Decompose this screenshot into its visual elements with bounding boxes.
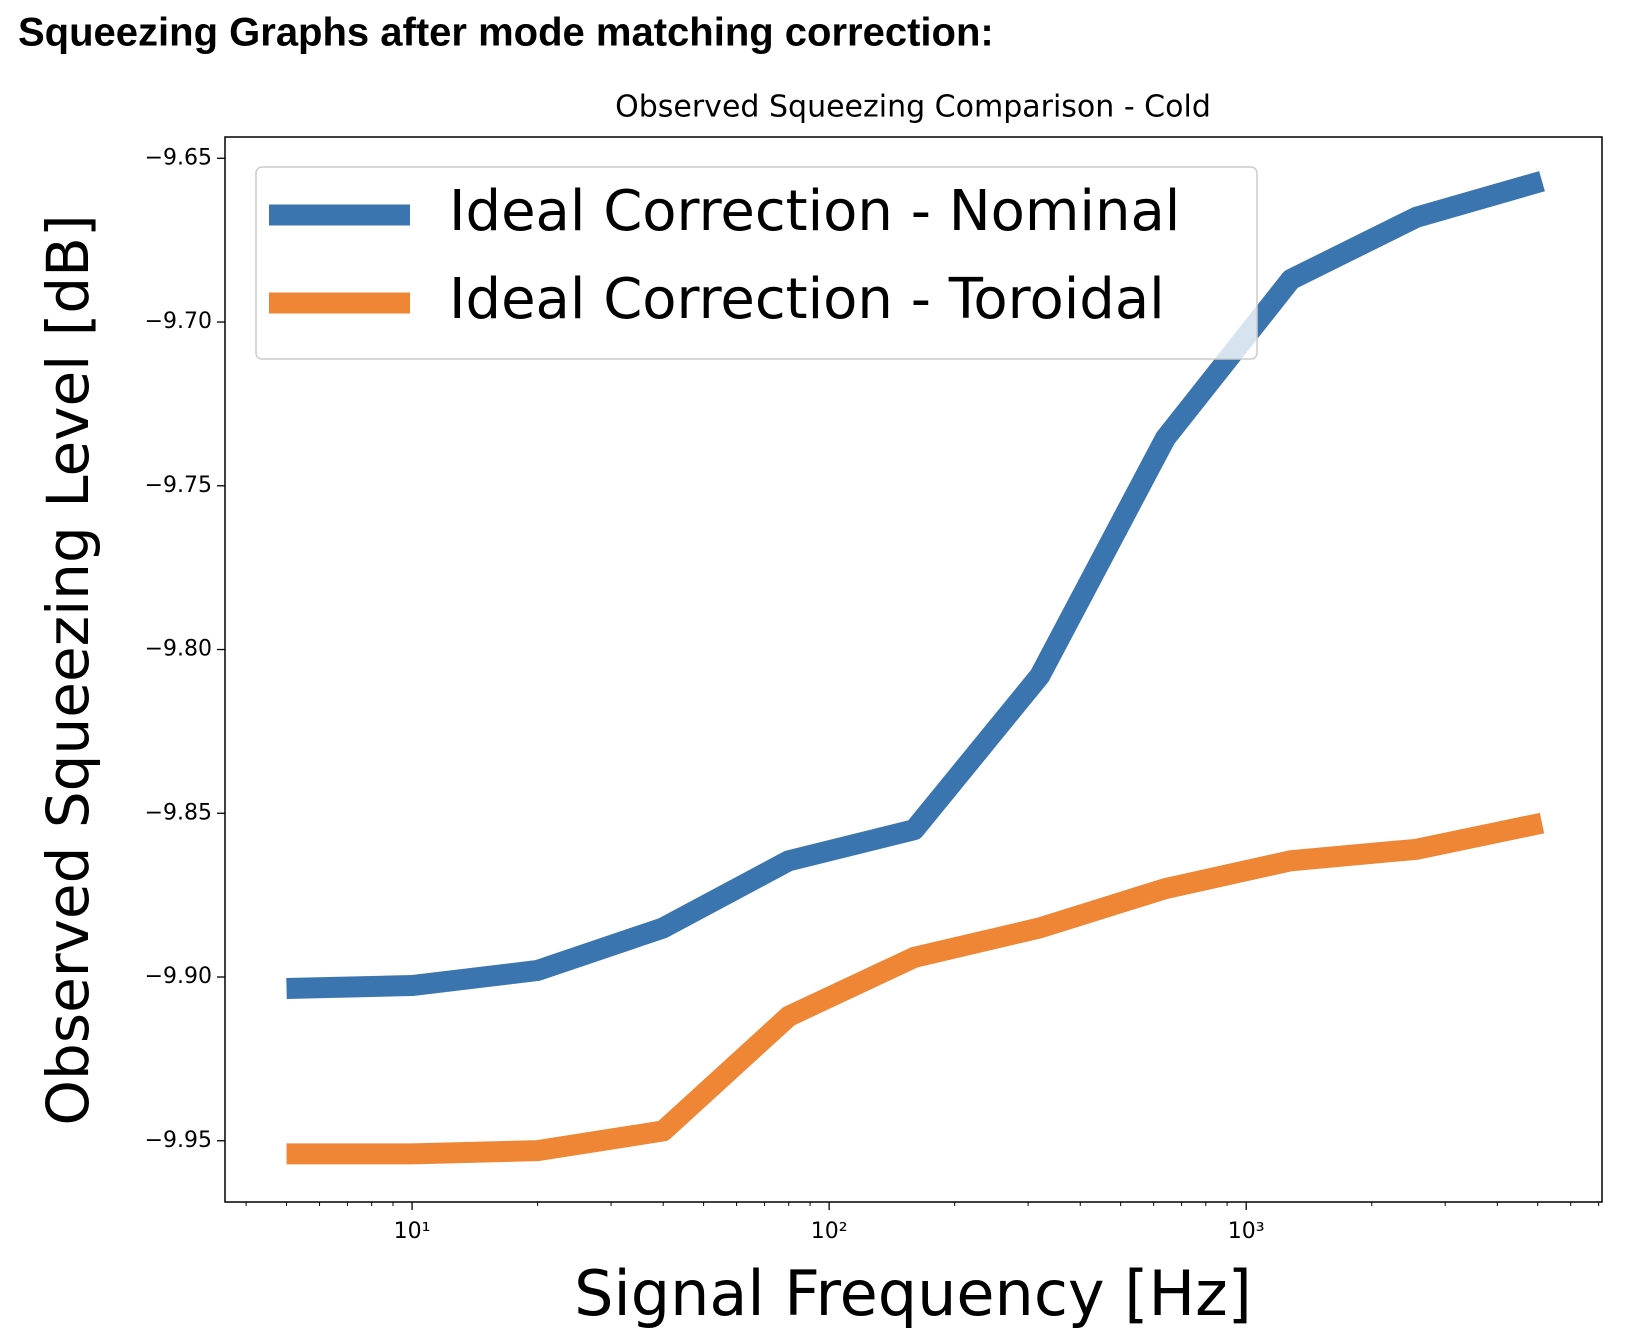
y-tick-label: −9.90 [145, 964, 212, 989]
legend-box [255, 166, 1258, 360]
series-line [286, 171, 1545, 999]
y-tick-label: −9.95 [145, 1128, 212, 1153]
y-tick-label: −9.75 [145, 473, 212, 498]
legend-label: Ideal Correction - Toroidal [449, 267, 1165, 332]
x-tick-label: 10² [811, 1219, 848, 1244]
y-tick-label: −9.65 [145, 145, 212, 170]
chart-title: Observed Squeezing Comparison - Cold [615, 90, 1211, 125]
y-axis-label: Observed Squeezing Level [dB] [34, 214, 102, 1125]
y-tick-label: −9.70 [145, 309, 212, 334]
series-line [286, 812, 1545, 1165]
x-tick-label: 10³ [1228, 1219, 1265, 1244]
legend: Ideal Correction - Nominal Ideal Correcti… [255, 166, 1258, 360]
legend-label: Ideal Correction - Nominal [449, 179, 1180, 244]
y-tick-label: −9.85 [145, 800, 212, 825]
plot-frame [224, 136, 1603, 1203]
y-tick-label: −9.80 [145, 637, 212, 662]
x-tick-label: 10¹ [394, 1219, 431, 1244]
x-axis-label: Signal Frequency [Hz] [574, 1257, 1252, 1330]
page-header: Squeezing Graphs after mode matching cor… [18, 11, 994, 55]
